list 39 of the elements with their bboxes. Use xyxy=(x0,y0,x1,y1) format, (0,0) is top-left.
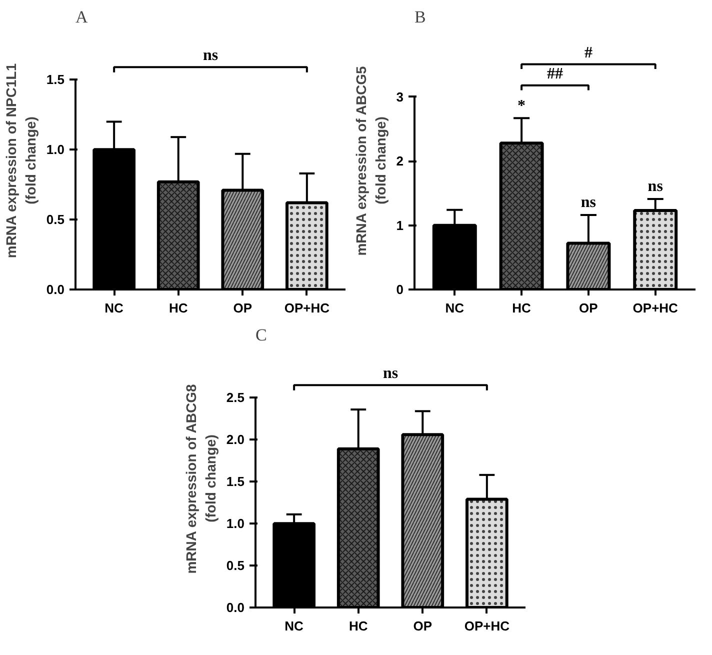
annotation: * xyxy=(518,97,526,114)
y-tick-label: 0.5 xyxy=(226,558,245,574)
y-tick-label: 1.0 xyxy=(46,142,65,158)
annotation: ns xyxy=(580,194,596,212)
y-tick-label: 0 xyxy=(396,282,404,297)
x-tick-label: HC xyxy=(168,300,188,316)
y-tick-label: 2.5 xyxy=(226,390,245,406)
y-tick-label: 1.5 xyxy=(46,72,65,88)
annotation: ns xyxy=(648,178,663,196)
y-tick-label: 1.0 xyxy=(226,516,245,532)
x-tick-label: OP+HC xyxy=(632,300,679,316)
chart-title: B xyxy=(414,8,426,26)
y-tick-label: 2 xyxy=(396,154,404,169)
x-tick-label: HC xyxy=(512,300,532,316)
x-tick-label: NC xyxy=(284,618,304,634)
x-tick-label: HC xyxy=(348,618,368,634)
y-tick-label: 1 xyxy=(396,218,404,233)
y-tick-label: 1.5 xyxy=(226,474,245,490)
x-tick-label: OP xyxy=(579,300,598,316)
y-tick-label: 2.0 xyxy=(226,432,245,448)
chart-title: A xyxy=(76,8,88,26)
x-tick-label: OP xyxy=(413,618,432,634)
y-tick-label: 0.0 xyxy=(226,600,245,615)
y-tick-label: 0.5 xyxy=(46,212,65,228)
text: ns xyxy=(202,47,218,64)
text: ## xyxy=(547,66,563,83)
chart-title: C xyxy=(256,326,267,344)
text: ns xyxy=(382,365,398,382)
x-tick-label: OP+HC xyxy=(284,300,330,316)
x-tick-label: NC xyxy=(445,300,465,316)
y-tick-label: 0.0 xyxy=(46,282,65,297)
y-axis-title: mRNA expression of NPC1L1 (fold change) xyxy=(3,63,38,258)
y-tick-label: 3 xyxy=(396,89,404,104)
x-tick-label: NC xyxy=(104,300,124,316)
y-axis-title: mRNA expression of ABCG5 (fold change) xyxy=(353,66,388,256)
x-tick-label: OP xyxy=(233,300,252,316)
x-tick-label: OP+HC xyxy=(464,618,510,634)
text: # xyxy=(584,44,592,62)
y-axis-title: mRNA expression of ABCG8 (fold change) xyxy=(183,384,218,574)
